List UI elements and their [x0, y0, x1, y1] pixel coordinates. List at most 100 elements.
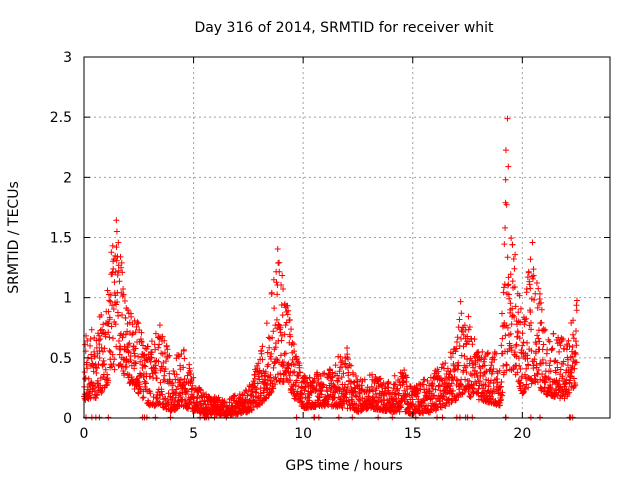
data-point — [343, 389, 350, 396]
data-point — [123, 363, 130, 370]
data-point — [184, 388, 191, 395]
data-point — [526, 281, 533, 288]
data-point — [262, 368, 269, 375]
data-point — [557, 342, 564, 349]
data-point — [286, 316, 293, 323]
data-point — [461, 322, 468, 329]
data-point — [280, 285, 287, 292]
data-point — [338, 374, 345, 381]
data-point — [308, 389, 315, 396]
data-point — [491, 356, 498, 363]
data-point — [524, 274, 531, 281]
data-point — [512, 303, 519, 310]
data-point — [106, 297, 113, 304]
data-point — [161, 349, 168, 356]
data-point — [109, 351, 116, 358]
data-point — [92, 394, 99, 401]
data-point — [147, 359, 154, 366]
data-point — [339, 357, 346, 364]
data-point — [82, 341, 89, 348]
data-point — [148, 354, 155, 361]
data-point — [409, 402, 416, 409]
data-point — [177, 376, 184, 383]
data-point — [102, 366, 109, 373]
data-point — [518, 373, 525, 380]
data-point — [467, 370, 474, 377]
data-point — [115, 239, 122, 246]
data-point — [505, 274, 512, 281]
data-point — [527, 414, 534, 421]
data-point — [504, 254, 511, 261]
data-point — [528, 347, 535, 354]
data-point — [454, 334, 461, 341]
data-point — [105, 329, 112, 336]
data-point — [540, 341, 547, 348]
data-point — [154, 395, 161, 402]
data-point — [403, 374, 410, 381]
data-point — [536, 295, 543, 302]
data-point — [281, 350, 288, 357]
data-point — [501, 241, 508, 248]
data-point — [312, 388, 319, 395]
data-point — [176, 390, 183, 397]
data-point — [367, 387, 374, 394]
data-point — [119, 293, 126, 300]
data-point — [499, 335, 506, 342]
data-point — [274, 245, 281, 252]
data-point — [156, 400, 163, 407]
y-axis-label: SRMTID / TECUs — [6, 181, 22, 294]
data-point — [461, 353, 468, 360]
data-point — [272, 374, 279, 381]
data-point — [452, 348, 459, 355]
data-point — [270, 276, 277, 283]
data-point — [288, 326, 295, 333]
data-point — [115, 267, 122, 274]
data-point — [198, 400, 205, 407]
data-point — [572, 328, 579, 335]
data-point — [334, 378, 341, 385]
data-point — [424, 377, 431, 384]
data-point — [439, 414, 446, 421]
data-point — [328, 385, 335, 392]
data-point — [534, 304, 541, 311]
data-point — [279, 363, 286, 370]
data-point — [571, 365, 578, 372]
data-point — [318, 387, 325, 394]
data-point — [474, 374, 481, 381]
data-point — [104, 287, 111, 294]
data-point — [534, 332, 541, 339]
data-point — [548, 346, 555, 353]
data-point — [570, 375, 577, 382]
data-point — [258, 350, 265, 357]
data-point — [263, 320, 270, 327]
data-point — [118, 312, 125, 319]
data-point — [490, 366, 497, 373]
data-point — [152, 330, 159, 337]
data-point — [164, 346, 171, 353]
data-point — [491, 388, 498, 395]
data-point — [137, 358, 144, 365]
data-point — [243, 396, 250, 403]
data-point — [256, 376, 263, 383]
data-point — [152, 369, 159, 376]
data-point — [268, 356, 275, 363]
data-point — [275, 321, 282, 328]
data-point — [549, 345, 556, 352]
data-point — [425, 402, 432, 409]
data-point — [371, 380, 378, 387]
data-point — [465, 326, 472, 333]
data-point — [311, 377, 318, 384]
data-point — [105, 320, 112, 327]
data-point — [524, 339, 531, 346]
data-point — [92, 364, 99, 371]
data-point — [268, 350, 275, 357]
data-point — [521, 371, 528, 378]
data-point — [139, 394, 146, 401]
data-point — [148, 338, 155, 345]
data-point — [328, 377, 335, 384]
x-tick-label: 15 — [404, 426, 422, 442]
data-point — [463, 369, 470, 376]
data-point — [510, 255, 517, 262]
data-point — [483, 368, 490, 375]
data-point — [138, 338, 145, 345]
